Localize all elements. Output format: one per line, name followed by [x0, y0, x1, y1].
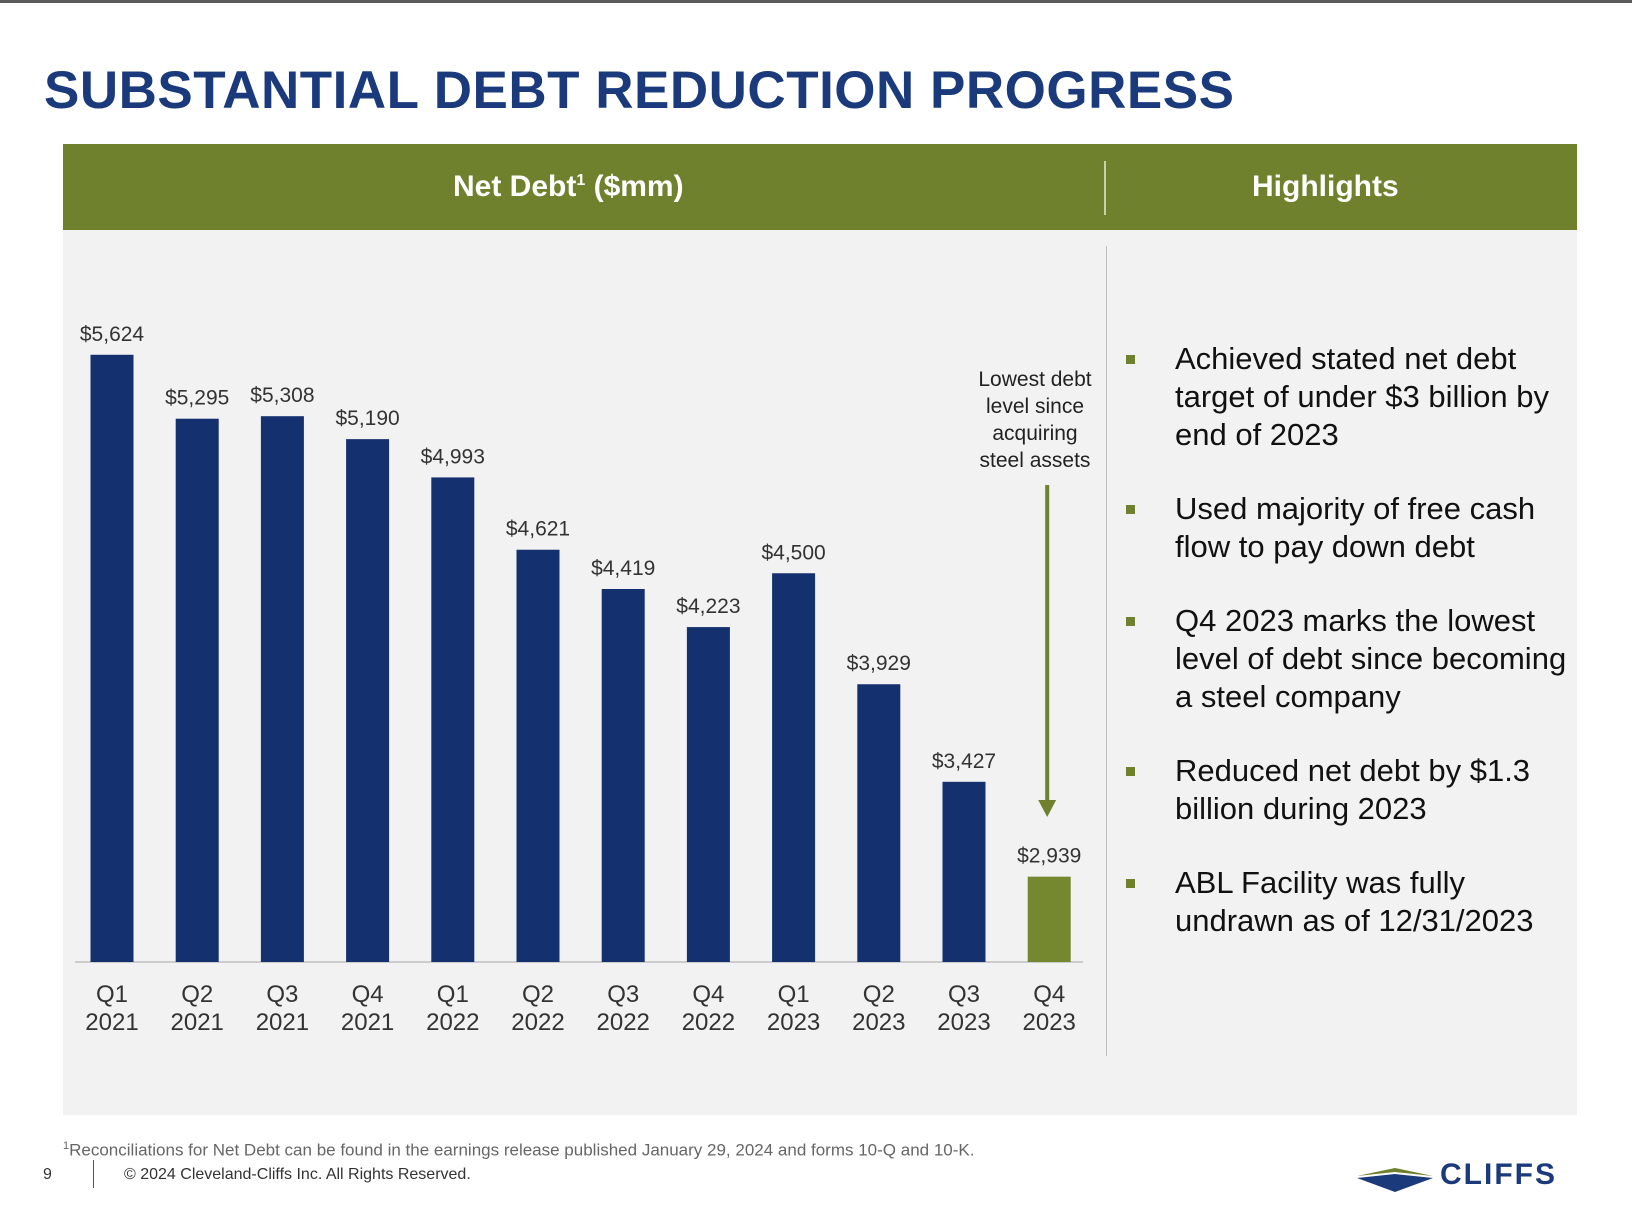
- data-label: $5,295: [165, 387, 229, 410]
- panel-divider: [1106, 246, 1107, 1056]
- section-header-band: Net Debt1 ($mm) Highlights: [63, 144, 1577, 230]
- footnote-text: Reconciliations for Net Debt can be foun…: [69, 1140, 975, 1160]
- x-tick-label: Q1: [778, 981, 810, 1008]
- x-tick-label: Q4: [352, 981, 384, 1008]
- highlight-text: Achieved stated net debt target of under…: [1175, 341, 1549, 452]
- net-debt-chart: $5,624Q12021$5,295Q22021$5,308Q32021$5,1…: [75, 323, 1083, 1036]
- highlight-item: Reduced net debt by $1.3 billion during …: [1122, 752, 1572, 828]
- x-tick-label: 2023: [937, 1009, 990, 1036]
- page-number: 9: [43, 1166, 52, 1183]
- highlights-list: Achieved stated net debt target of under…: [1122, 340, 1572, 940]
- top-rule: [0, 0, 1632, 3]
- header-divider: [1104, 161, 1106, 215]
- highlight-item: Q4 2023 marks the lowest level of debt s…: [1122, 602, 1572, 716]
- data-label: $4,500: [761, 541, 825, 564]
- annotation-arrow-head: [1038, 800, 1057, 817]
- x-tick-label: Q2: [863, 981, 895, 1008]
- lowest-debt-annotation: Lowest debt level since acquiring steel ass…: [955, 366, 1115, 474]
- x-tick-label: Q3: [948, 981, 980, 1008]
- data-label: $5,190: [335, 407, 399, 430]
- x-tick-label: 2022: [511, 1009, 564, 1036]
- bar-q4-2021: [346, 439, 390, 963]
- x-tick-label: 2023: [767, 1009, 820, 1036]
- x-tick-label: 2021: [85, 1009, 138, 1036]
- x-tick-label: Q3: [607, 981, 639, 1008]
- bar-q3-2021: [260, 416, 304, 962]
- data-label: $2,939: [1017, 845, 1081, 868]
- chart-header-label: Net Debt: [453, 170, 577, 203]
- highlight-text: Q4 2023 marks the lowest level of debt s…: [1175, 603, 1567, 714]
- x-tick-label: Q1: [437, 981, 469, 1008]
- annotation-line: level since: [985, 395, 1085, 418]
- highlight-item: Achieved stated net debt target of under…: [1122, 340, 1572, 454]
- highlight-item: Used majority of free cash flow to pay d…: [1122, 490, 1572, 566]
- bullet-square-icon: [1126, 879, 1135, 888]
- bar-q1-2022: [431, 477, 475, 962]
- highlight-item: ABL Facility was fully undrawn as of 12/…: [1122, 864, 1572, 940]
- copyright: © 2024 Cleveland-Cliffs Inc. All Rights …: [124, 1166, 471, 1183]
- highlights-header: Highlights: [1252, 170, 1399, 203]
- data-label: $3,427: [932, 750, 996, 773]
- content-panel: [63, 230, 1577, 1115]
- chart-header-units: ($mm): [585, 170, 684, 203]
- annotation-line: steel assets: [979, 449, 1091, 472]
- bar-q3-2023: [942, 781, 986, 962]
- footnote-marker: 1: [63, 1140, 70, 1152]
- bar-q2-2023: [857, 684, 901, 962]
- bar-q4-2022: [686, 627, 730, 962]
- x-tick-label: 2021: [256, 1009, 309, 1036]
- footer-divider: [93, 1160, 94, 1188]
- page-title: SUBSTANTIAL DEBT REDUCTION PROGRESS: [44, 61, 1235, 120]
- chart-header-footnote-marker: 1: [576, 172, 586, 189]
- bullet-square-icon: [1126, 617, 1135, 626]
- x-tick-label: 2023: [1023, 1009, 1076, 1036]
- footnote: 1Reconciliations for Net Debt can be fou…: [63, 1140, 974, 1161]
- x-tick-label: 2022: [426, 1009, 479, 1036]
- bar-q2-2022: [516, 549, 560, 962]
- bar-q4-2023: [1027, 876, 1071, 962]
- x-tick-label: 2022: [597, 1009, 650, 1036]
- x-tick-label: Q3: [266, 981, 298, 1008]
- x-tick-label: 2023: [852, 1009, 905, 1036]
- bar-q1-2023: [772, 573, 816, 962]
- data-label: $5,308: [250, 384, 314, 407]
- x-tick-label: Q4: [692, 981, 724, 1008]
- data-label: $5,624: [80, 323, 145, 346]
- data-label: $3,929: [847, 652, 911, 675]
- annotation-line: Lowest debt: [978, 368, 1092, 391]
- bar-q1-2021: [90, 354, 134, 963]
- data-label: $4,419: [591, 557, 655, 580]
- data-label: $4,223: [676, 595, 740, 618]
- bullet-square-icon: [1126, 505, 1135, 514]
- logo-text: CLIFFS: [1440, 1158, 1557, 1191]
- data-label: $4,993: [421, 445, 485, 468]
- annotation-line: acquiring: [992, 422, 1078, 445]
- cliffs-logo: CLIFFS: [1355, 1158, 1595, 1198]
- x-tick-label: 2022: [682, 1009, 735, 1036]
- bar-q3-2022: [601, 588, 645, 962]
- chart-header: Net Debt1 ($mm): [453, 170, 684, 204]
- bullet-square-icon: [1126, 355, 1135, 364]
- x-tick-label: Q2: [181, 981, 213, 1008]
- highlight-text: Reduced net debt by $1.3 billion during …: [1175, 753, 1531, 826]
- x-tick-label: Q2: [522, 981, 554, 1008]
- x-tick-label: 2021: [171, 1009, 224, 1036]
- cliffs-logo-icon: [1357, 1168, 1433, 1192]
- x-tick-label: Q4: [1033, 981, 1065, 1008]
- bullet-square-icon: [1126, 767, 1135, 776]
- highlight-text: ABL Facility was fully undrawn as of 12/…: [1175, 865, 1534, 938]
- highlight-text: Used majority of free cash flow to pay d…: [1175, 491, 1536, 564]
- x-tick-label: Q1: [96, 981, 128, 1008]
- bar-q2-2021: [175, 418, 219, 962]
- data-label: $4,621: [506, 518, 570, 541]
- x-tick-label: 2021: [341, 1009, 394, 1036]
